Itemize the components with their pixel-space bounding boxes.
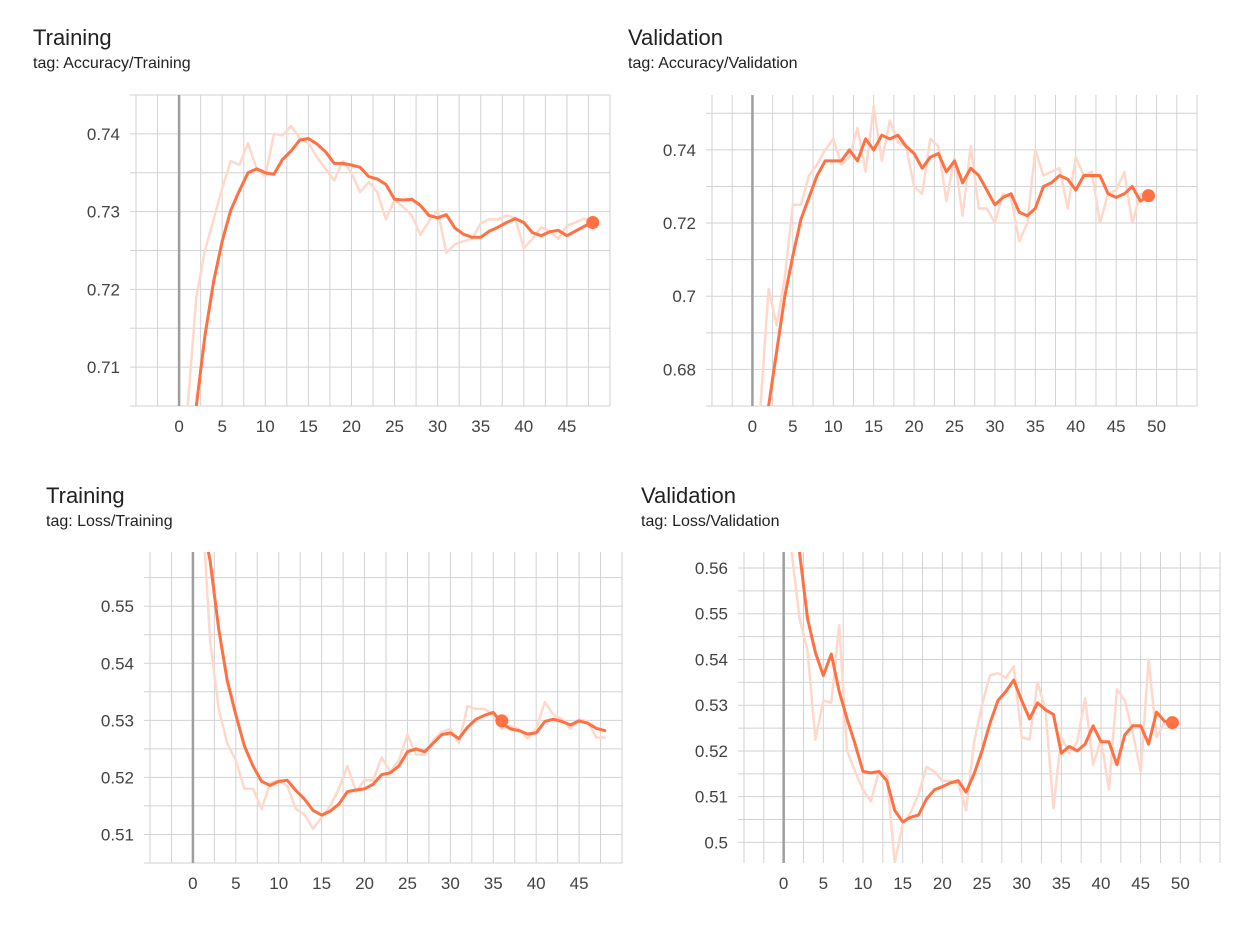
raw-series-line <box>790 552 1174 863</box>
y-tick-label: 0.68 <box>663 360 696 379</box>
y-tick-label: 0.73 <box>87 203 120 222</box>
chart-title: Training <box>46 483 125 508</box>
y-grid <box>130 94 610 407</box>
y-tick-label: 0.53 <box>101 711 134 730</box>
y-tick-label: 0.52 <box>101 768 134 787</box>
x-tick-label: 20 <box>342 417 361 436</box>
y-tick-label: 0.5 <box>704 833 728 852</box>
x-tick-label: 15 <box>312 874 331 893</box>
x-tick-label: 45 <box>570 874 589 893</box>
y-tick-label: 0.74 <box>663 141 696 160</box>
y-tick-label: 0.54 <box>101 654 134 673</box>
chart-tag: tag: Accuracy/Validation <box>628 55 798 72</box>
panel-accuracy-training: Training tag: Accuracy/Training <box>33 25 613 425</box>
chart-tag: tag: Loss/Training <box>46 513 173 530</box>
x-tick-label: 45 <box>1131 874 1150 893</box>
x-tick-label: 40 <box>1066 417 1085 436</box>
y-tick-label: 0.55 <box>101 597 134 616</box>
x-tick-label: 20 <box>905 417 924 436</box>
x-tick-label: 25 <box>398 874 417 893</box>
x-tick-label: 0 <box>779 874 788 893</box>
x-tick-label: 5 <box>217 417 226 436</box>
chart-title: Validation <box>628 25 723 50</box>
panel-accuracy-validation: Validation tag: Accuracy/Validation <box>628 25 1228 425</box>
last-point-marker <box>1142 189 1155 203</box>
x-tick-label: 0 <box>174 417 183 436</box>
x-tick-label: 40 <box>527 874 546 893</box>
panel-loss-validation: Validation tag: Loss/Validation <box>641 483 1241 883</box>
x-tick-label: 0 <box>748 417 757 436</box>
y-grid <box>738 567 1220 843</box>
last-point-marker <box>495 714 509 728</box>
x-tick-label: 40 <box>514 417 533 436</box>
x-tick-label: 35 <box>1052 874 1071 893</box>
y-tick-label: 0.51 <box>101 825 134 844</box>
x-tick-label: 20 <box>355 874 374 893</box>
chart-tag: tag: Loss/Validation <box>641 513 780 530</box>
x-tick-label: 5 <box>788 417 797 436</box>
chart-title: Training <box>33 25 112 50</box>
y-tick-label: 0.72 <box>87 280 120 299</box>
y-tick-label: 0.51 <box>695 788 728 807</box>
x-tick-label: 15 <box>299 417 318 436</box>
raw-series-line <box>203 552 607 831</box>
x-tick-label: 25 <box>385 417 404 436</box>
x-tick-label: 25 <box>973 874 992 893</box>
y-tick-label: 0.53 <box>695 696 728 715</box>
y-tick-label: 0.52 <box>695 742 728 761</box>
y-grid <box>706 112 1197 407</box>
x-tick-label: 45 <box>1107 417 1126 436</box>
x-tick-label: 5 <box>231 874 240 893</box>
smoothed-series-line <box>206 552 607 817</box>
x-tick-label: 15 <box>864 417 883 436</box>
panel-loss-training: Training tag: Loss/Training <box>46 483 626 883</box>
x-tick-label: 40 <box>1092 874 1111 893</box>
y-tick-label: 0.71 <box>87 358 120 377</box>
smoothed-series-line <box>798 552 1174 824</box>
x-tick-label: 30 <box>1012 874 1031 893</box>
x-tick-label: 35 <box>471 417 490 436</box>
x-tick-label: 20 <box>933 874 952 893</box>
smoothed-series-line <box>767 133 1150 406</box>
x-tick-label: 10 <box>854 874 873 893</box>
smoothed-series-line <box>194 137 595 406</box>
y-tick-label: 0.72 <box>663 214 696 233</box>
x-tick-label: 15 <box>893 874 912 893</box>
x-tick-label: 10 <box>256 417 275 436</box>
x-tick-label: 25 <box>945 417 964 436</box>
y-tick-label: 0.54 <box>695 650 728 669</box>
last-point-marker <box>586 216 600 230</box>
y-tick-label: 0.7 <box>672 287 696 306</box>
last-point-marker <box>1165 716 1179 730</box>
x-tick-label: 35 <box>484 874 503 893</box>
x-tick-label: 50 <box>1171 874 1190 893</box>
x-tick-label: 5 <box>819 874 828 893</box>
x-tick-label: 10 <box>824 417 843 436</box>
x-tick-label: 30 <box>985 417 1004 436</box>
raw-series-line <box>186 124 595 406</box>
x-tick-label: 30 <box>441 874 460 893</box>
y-tick-label: 0.55 <box>695 605 728 624</box>
chart-tag: tag: Accuracy/Training <box>33 55 191 72</box>
x-tick-label: 45 <box>557 417 576 436</box>
chart-title: Validation <box>641 483 736 508</box>
x-tick-label: 10 <box>269 874 288 893</box>
x-tick-label: 0 <box>188 874 197 893</box>
x-tick-label: 30 <box>428 417 447 436</box>
y-tick-label: 0.56 <box>695 559 728 578</box>
y-tick-label: 0.74 <box>87 125 120 144</box>
x-tick-label: 35 <box>1026 417 1045 436</box>
x-tick-label: 50 <box>1147 417 1166 436</box>
